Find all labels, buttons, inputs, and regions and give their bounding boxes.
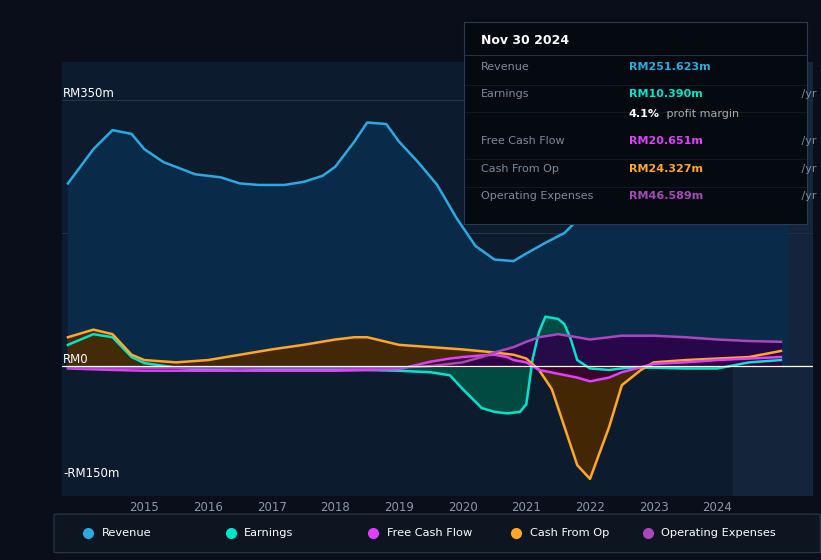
Text: /yr: /yr <box>799 164 817 174</box>
Text: Cash From Op: Cash From Op <box>530 528 609 538</box>
Text: Free Cash Flow: Free Cash Flow <box>481 136 565 146</box>
Text: RM350m: RM350m <box>63 87 115 100</box>
Text: Cash From Op: Cash From Op <box>481 164 559 174</box>
Text: Earnings: Earnings <box>244 528 293 538</box>
Text: 4.1%: 4.1% <box>629 109 659 119</box>
Text: profit margin: profit margin <box>663 109 739 119</box>
Text: RM10.390m: RM10.390m <box>629 89 702 99</box>
Text: Revenue: Revenue <box>101 528 151 538</box>
Text: RM251.623m: RM251.623m <box>629 62 710 72</box>
Text: Operating Expenses: Operating Expenses <box>481 191 594 201</box>
Text: RM24.327m: RM24.327m <box>629 164 703 174</box>
Text: /yr: /yr <box>818 62 821 72</box>
Text: RM0: RM0 <box>63 353 89 366</box>
Text: Free Cash Flow: Free Cash Flow <box>387 528 472 538</box>
FancyBboxPatch shape <box>54 514 820 553</box>
Text: /yr: /yr <box>799 89 817 99</box>
Text: Earnings: Earnings <box>481 89 530 99</box>
Bar <box>733 62 813 496</box>
Text: RM20.651m: RM20.651m <box>629 136 703 146</box>
Text: Revenue: Revenue <box>481 62 530 72</box>
Text: Nov 30 2024: Nov 30 2024 <box>481 35 569 48</box>
Text: /yr: /yr <box>799 191 817 201</box>
Text: Operating Expenses: Operating Expenses <box>661 528 776 538</box>
Text: /yr: /yr <box>799 136 817 146</box>
Text: -RM150m: -RM150m <box>63 468 119 480</box>
Text: RM46.589m: RM46.589m <box>629 191 703 201</box>
